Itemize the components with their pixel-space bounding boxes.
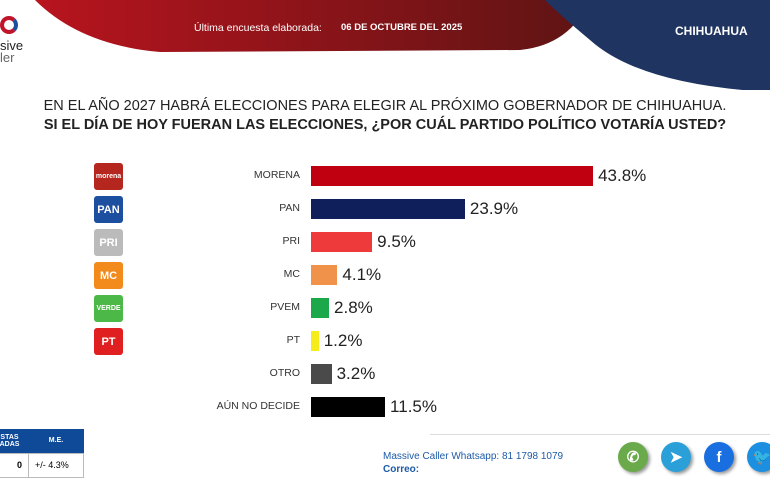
party-logo: PT <box>94 328 123 355</box>
whatsapp-number[interactable]: 81 1798 1079 <box>501 451 564 462</box>
party-logo-text: PT <box>101 335 116 348</box>
table-cell-sample: 0 <box>0 452 29 478</box>
bar-pvem <box>311 298 330 318</box>
sample-table: STAS ADAS M.E. 0 +/- 4.3% <box>0 429 84 478</box>
facebook-icon[interactable]: f <box>704 442 734 472</box>
value-label: 1.2% <box>323 331 363 350</box>
survey-date-label: Última encuesta elaborada: <box>194 22 322 34</box>
category-label: PRI <box>282 235 300 247</box>
category-label: AÚN NO DECIDE <box>216 400 300 412</box>
category-label: PT <box>286 334 300 346</box>
party-logo: MC <box>94 262 123 289</box>
party-logo: VERDE <box>94 295 123 322</box>
party-logo-text: PAN <box>97 203 120 216</box>
category-label: PAN <box>279 202 300 214</box>
value-label: 9.5% <box>377 232 416 251</box>
value-label: 43.8% <box>598 166 647 185</box>
value-label: 11.5% <box>390 397 437 416</box>
value-label: 3.2% <box>336 364 376 383</box>
value-label: 2.8% <box>334 298 373 317</box>
party-logo-text: morena <box>95 173 122 180</box>
bar-pt <box>311 331 319 351</box>
bar-otro <box>311 364 332 384</box>
party-logo: PRI <box>94 229 123 256</box>
table-header-sample: STAS ADAS <box>0 429 29 453</box>
whatsapp-label: Massive Caller Whatsapp: <box>383 451 500 462</box>
bar-mc <box>311 265 338 285</box>
massive-caller-logo: sive ler <box>0 12 40 72</box>
table-header-margin: M.E. <box>28 429 84 453</box>
party-logo: morena <box>94 163 123 190</box>
value-label: 23.9% <box>469 199 519 218</box>
telegram-icon[interactable]: ➤ <box>661 442 691 472</box>
question-line-2: SI EL DÍA DE HOY FUERAN LAS ELECCIONES, … <box>43 117 727 133</box>
twitter-icon[interactable]: 🐦 <box>747 442 770 472</box>
survey-date: 06 DE OCTUBRE DEL 2025 <box>341 22 463 33</box>
bar-pan <box>311 199 465 219</box>
bar-pri <box>311 232 373 252</box>
header-banner <box>35 0 770 90</box>
state-name: CHIHUAHUA <box>675 24 748 38</box>
category-label: OTRO <box>269 367 300 379</box>
footer-divider <box>430 434 770 435</box>
bar-morena <box>311 166 594 186</box>
value-label: 4.1% <box>342 265 382 284</box>
category-label: PVEM <box>270 301 300 313</box>
category-label: MC <box>283 268 300 280</box>
whatsapp-icon[interactable]: ✆ <box>618 442 648 472</box>
party-logo: PAN <box>94 196 123 223</box>
party-logo-text: VERDE <box>96 305 121 312</box>
party-logo-text: MC <box>99 269 118 282</box>
question-line-1: EN EL AÑO 2027 HABRÁ ELECCIONES PARA ELE… <box>43 98 727 114</box>
table-cell-margin: +/- 4.3% <box>28 452 84 478</box>
bar-annodecide <box>311 397 386 417</box>
party-logo-text: PRI <box>99 236 118 249</box>
category-label: MORENA <box>253 169 300 181</box>
